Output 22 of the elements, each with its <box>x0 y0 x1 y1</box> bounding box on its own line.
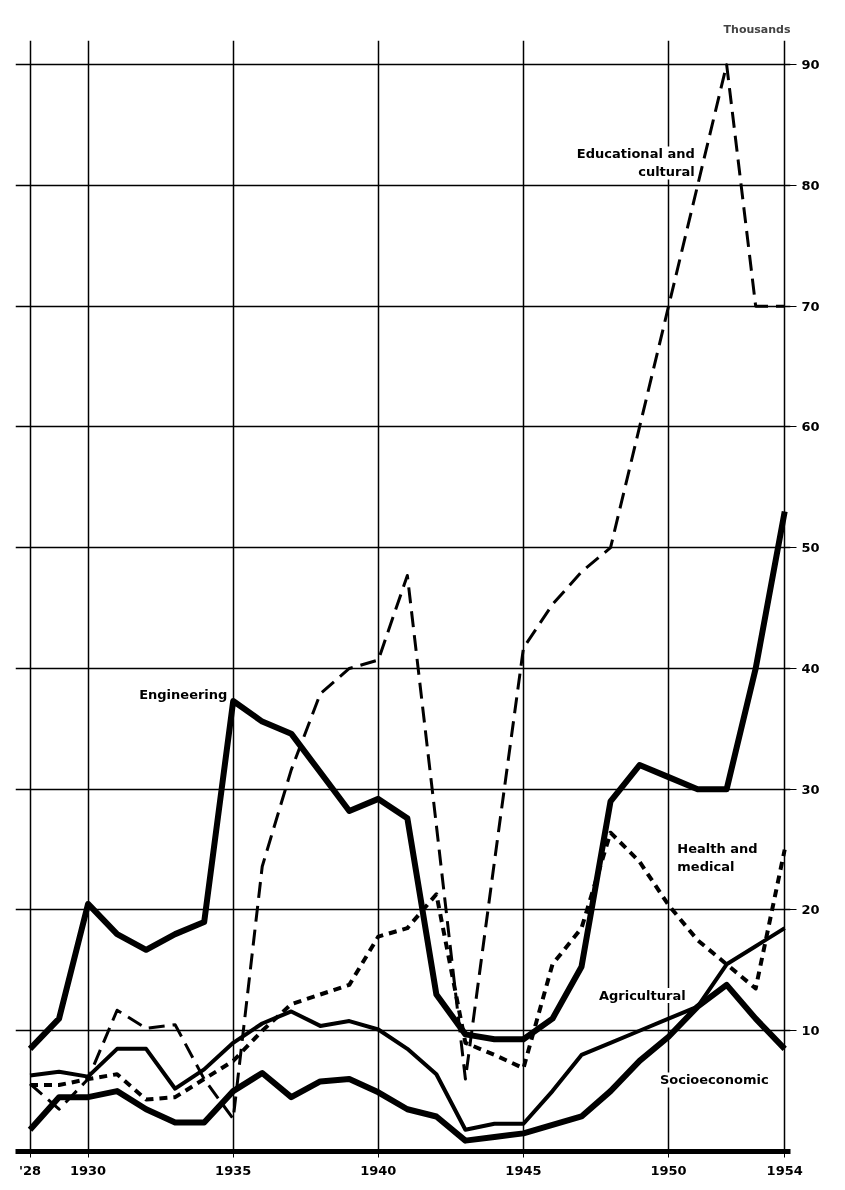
series-label: Engineering <box>139 687 228 703</box>
series-label: Health and medical <box>677 840 758 874</box>
x-tick-label: 1930 <box>69 1162 107 1178</box>
y-tick-label: 10 <box>801 1023 820 1039</box>
y-tick-label: 80 <box>801 177 820 193</box>
series-label: Socioeconomic <box>659 1072 769 1088</box>
y-tick-label: 30 <box>801 781 820 797</box>
x-tick-label: '28 <box>18 1162 42 1178</box>
x-tick-label: 1950 <box>650 1162 687 1178</box>
y-tick-label: 20 <box>801 902 820 918</box>
series-label: Educational and cultural <box>576 146 695 180</box>
series-label: Agricultural <box>598 987 686 1003</box>
y-tick-label: 70 <box>801 298 820 314</box>
y-tick-label: 60 <box>801 419 820 435</box>
y-axis-title: Thousands <box>723 22 791 36</box>
x-tick-label: 1935 <box>215 1162 252 1178</box>
x-tick-label: 1940 <box>360 1162 397 1178</box>
x-tick-label: 1945 <box>505 1162 542 1178</box>
y-tick-label: 90 <box>801 57 820 73</box>
x-tick-label: 1954 <box>766 1162 803 1178</box>
y-tick-label: 40 <box>801 660 820 676</box>
y-tick-label: 50 <box>801 540 820 556</box>
